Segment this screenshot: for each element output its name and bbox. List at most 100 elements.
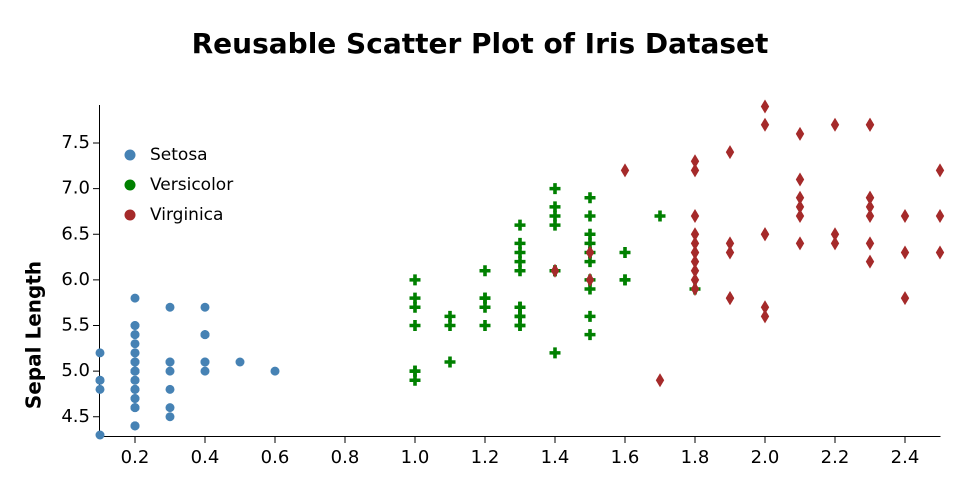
point (760, 227, 770, 242)
y-tick-label: 7.5 (61, 132, 90, 153)
point (795, 172, 805, 187)
point (795, 126, 805, 141)
point (654, 210, 666, 222)
point (409, 365, 421, 377)
point (514, 265, 526, 277)
point (584, 210, 596, 222)
x-tick-label: 0.4 (191, 447, 220, 468)
point (549, 183, 561, 195)
x-tick-label: 1.4 (541, 447, 570, 468)
legend-marker (124, 209, 136, 221)
point (479, 292, 491, 304)
point (514, 256, 526, 268)
point (935, 209, 945, 223)
point (584, 310, 596, 322)
point (725, 291, 735, 306)
legend-marker (124, 179, 136, 191)
point (409, 301, 421, 313)
point (409, 292, 421, 304)
point (760, 117, 770, 132)
point (235, 357, 245, 367)
point (620, 163, 630, 178)
point (690, 209, 700, 223)
point (725, 236, 735, 251)
point (619, 247, 631, 258)
point (130, 366, 140, 376)
point (130, 357, 140, 367)
point (514, 301, 526, 313)
point (514, 320, 526, 332)
x-tick-label: 0.2 (121, 447, 150, 468)
point (865, 209, 875, 223)
point (200, 330, 210, 340)
point (760, 99, 770, 114)
point (130, 403, 140, 413)
point (550, 263, 560, 278)
x-tick-label: 1.6 (611, 447, 640, 468)
point (165, 384, 175, 394)
point (514, 219, 526, 231)
point (270, 366, 280, 376)
point (900, 209, 910, 223)
x-tick-label: 2.0 (751, 447, 780, 468)
point (725, 145, 735, 160)
point (584, 329, 596, 341)
point (444, 356, 456, 368)
point (795, 190, 805, 205)
point (865, 117, 875, 132)
point (95, 430, 105, 440)
point (479, 265, 491, 277)
point (900, 245, 910, 260)
point (130, 394, 140, 403)
point (830, 117, 840, 132)
point (690, 272, 700, 287)
point (444, 310, 456, 322)
point (95, 348, 105, 358)
point (935, 245, 945, 260)
point (830, 227, 840, 242)
point (479, 320, 491, 332)
point (479, 301, 491, 313)
point (444, 320, 456, 332)
point (795, 209, 805, 223)
point (130, 421, 140, 431)
point (95, 375, 105, 385)
y-tick-label: 5.0 (61, 360, 90, 381)
point (130, 339, 140, 349)
point (514, 310, 526, 322)
point (584, 228, 596, 240)
y-tick-label: 6.5 (61, 223, 90, 244)
point (865, 199, 875, 214)
point (200, 357, 210, 367)
point (165, 302, 175, 312)
point (165, 357, 175, 367)
point (549, 201, 561, 213)
point (830, 236, 840, 251)
point (409, 320, 421, 332)
point (690, 245, 700, 260)
point (130, 348, 140, 358)
x-tick-label: 0.6 (261, 447, 290, 468)
point (200, 366, 210, 376)
legend-label: Setosa (150, 145, 208, 165)
y-tick-label: 6.0 (61, 269, 90, 290)
legend-label: Virginica (150, 205, 223, 225)
legend-label: Versicolor (150, 175, 233, 195)
point (549, 210, 561, 222)
x-tick-label: 0.8 (331, 447, 360, 468)
point (690, 263, 700, 278)
x-tick-label: 1.2 (471, 447, 500, 468)
point (935, 163, 945, 178)
point (514, 237, 526, 249)
point (549, 219, 561, 231)
point (760, 309, 770, 324)
point (900, 291, 910, 306)
legend-marker (124, 149, 136, 161)
point (865, 254, 875, 269)
point (690, 254, 700, 269)
point (409, 374, 421, 386)
point (514, 247, 526, 258)
point (584, 283, 596, 295)
point (584, 192, 596, 204)
point (690, 227, 700, 242)
